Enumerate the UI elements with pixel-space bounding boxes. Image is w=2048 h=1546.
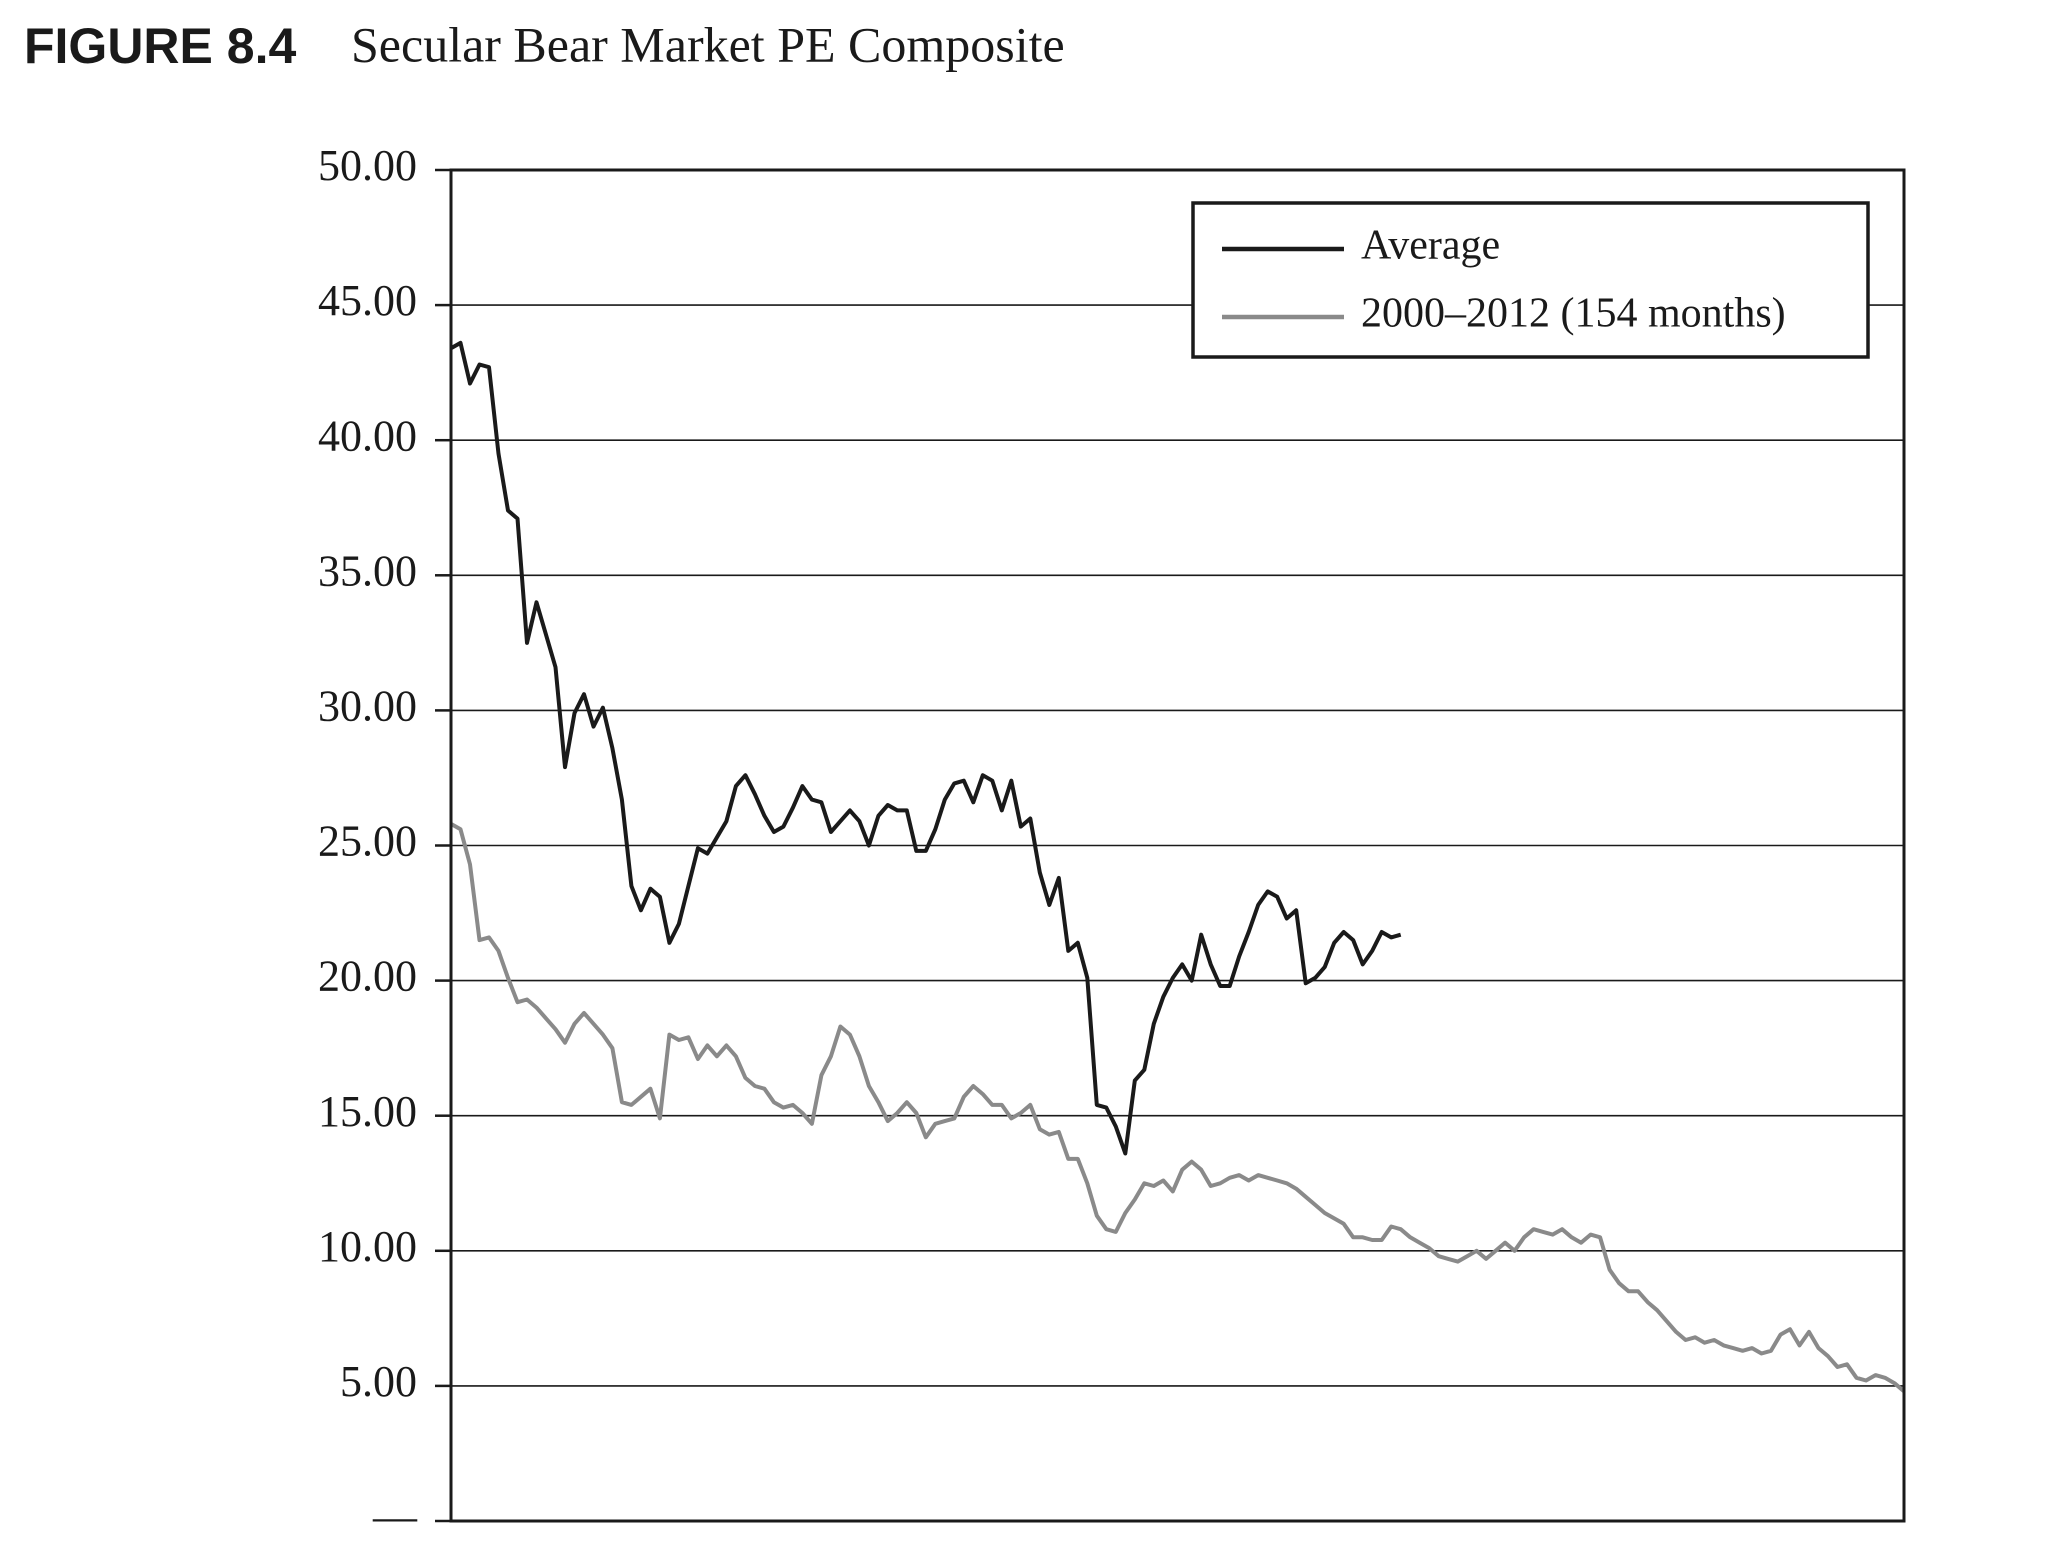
plot-frame	[449, 168, 1906, 1523]
y-tick-label: 5.00	[340, 1357, 417, 1406]
y-tick-label: 30.00	[318, 681, 417, 730]
y-tick-label: 20.00	[318, 952, 417, 1001]
y-tick-label: —	[372, 1492, 418, 1541]
y-tick-label: 45.00	[318, 276, 417, 325]
chart-title: Secular Bear Market PE Composite	[351, 16, 1065, 72]
y-tick-label: 50.00	[318, 141, 417, 190]
y-tick-label: 25.00	[318, 817, 417, 866]
legend-label: 2000–2012 (154 months)	[1361, 291, 1786, 337]
legend-box	[1191, 201, 1870, 359]
y-tick-label: 35.00	[318, 546, 417, 595]
data-line	[450, 822, 1906, 1393]
legend-label: Average	[1361, 223, 1500, 269]
y-tick-label: 10.00	[318, 1222, 417, 1271]
y-tick-label: 15.00	[318, 1087, 417, 1136]
figure-label: FIGURE 8.4	[24, 18, 296, 74]
data-line	[450, 340, 1402, 1156]
y-tick-label: 40.00	[318, 411, 417, 460]
